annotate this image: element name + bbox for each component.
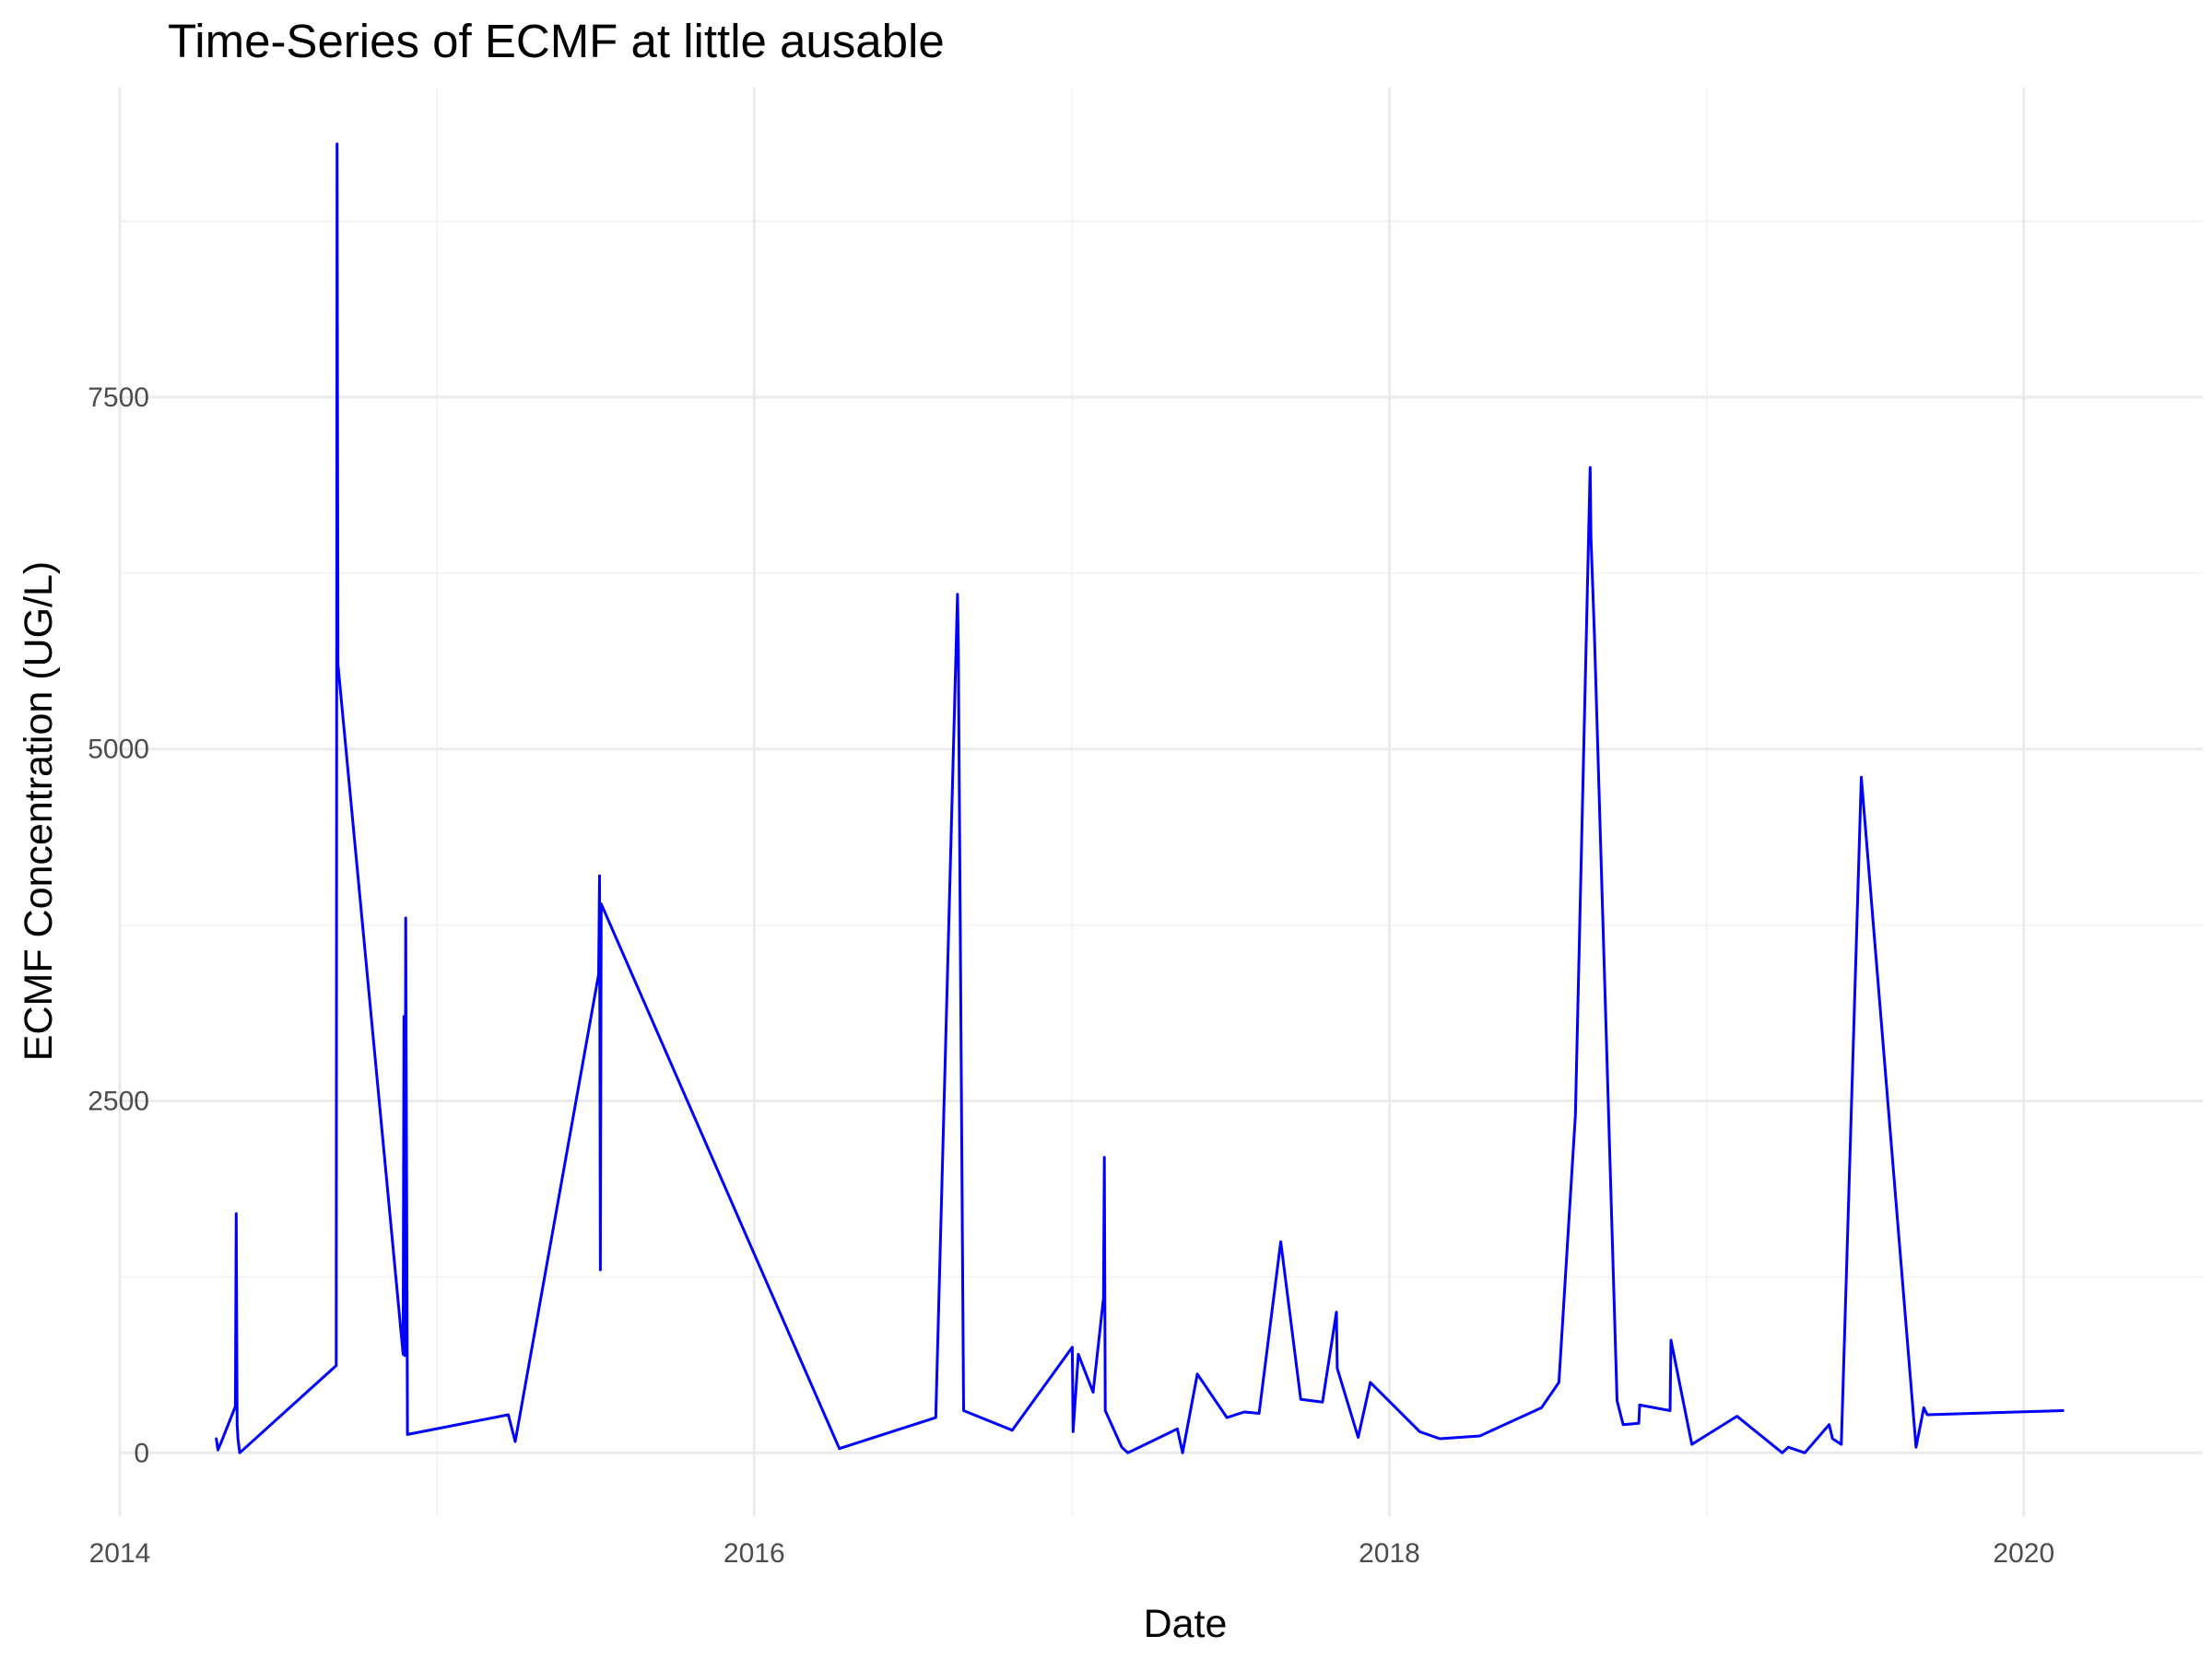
- x-axis-ticks: 2014 2016 2018 2020: [89, 1538, 2055, 1569]
- series-line: [215, 142, 2065, 1454]
- minor-gridlines: [120, 88, 2203, 1516]
- x-tick-label: 2014: [89, 1538, 151, 1569]
- series-layer: [215, 142, 2065, 1454]
- y-axis-ticks: 0 2500 5000 7500: [88, 382, 149, 1468]
- y-axis-title: ECMF Concentration (UG/L): [17, 561, 61, 1061]
- x-tick-label: 2020: [1993, 1538, 2054, 1569]
- chart-title: Time-Series of ECMF at little ausable: [168, 15, 945, 67]
- y-tick-label: 2500: [88, 1087, 149, 1117]
- y-tick-label: 5000: [88, 735, 149, 765]
- x-axis-title: Date: [1144, 1602, 1228, 1646]
- x-tick-label: 2018: [1359, 1538, 1420, 1569]
- major-gridlines: [118, 88, 2203, 1516]
- y-tick-label: 0: [134, 1438, 149, 1468]
- y-tick-label: 7500: [88, 382, 149, 413]
- x-tick-label: 2016: [724, 1538, 785, 1569]
